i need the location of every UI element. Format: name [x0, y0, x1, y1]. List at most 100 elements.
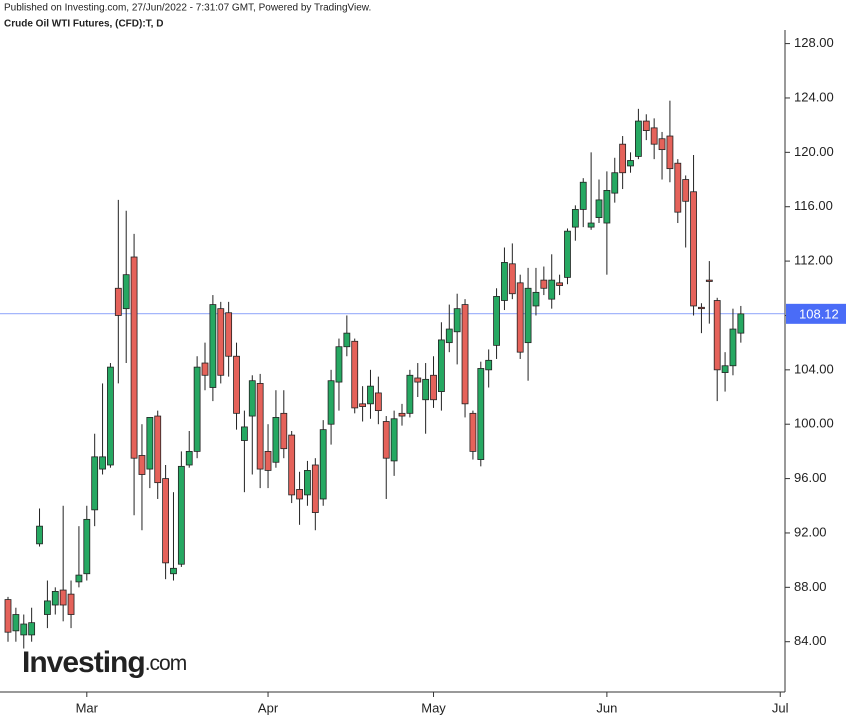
- candle-body: [288, 434, 296, 496]
- published-note: Published on Investing.com, 27/Jun/2022 …: [4, 3, 371, 14]
- candle-body: [635, 120, 642, 157]
- last-price-tag: [786, 303, 846, 324]
- candle-body: [690, 191, 697, 307]
- y-tick-label: 116.00: [794, 198, 833, 213]
- candle-body: [493, 296, 500, 346]
- candle-body: [548, 279, 556, 300]
- x-tick-label: Apr: [258, 700, 279, 715]
- candle-body: [414, 377, 422, 383]
- candle-body: [240, 426, 248, 441]
- y-tick-label: 120.00: [794, 144, 834, 159]
- x-tick-label: Jul: [772, 700, 789, 715]
- x-tick-label: May: [421, 700, 446, 715]
- candle-body: [248, 380, 256, 417]
- candle-body: [327, 380, 335, 425]
- candle-body: [359, 403, 367, 407]
- candle-body: [162, 478, 170, 564]
- candle-body: [603, 190, 611, 224]
- candle-body: [107, 366, 114, 466]
- candle-body: [721, 365, 729, 373]
- y-tick-label: 84.00: [794, 633, 827, 648]
- y-tick-label: 128.00: [794, 35, 834, 50]
- candle-body: [619, 143, 627, 174]
- candle-body: [579, 181, 587, 210]
- candle-body: [351, 340, 359, 409]
- candle-body: [280, 412, 288, 450]
- candle-body: [209, 304, 217, 388]
- candle-body: [335, 346, 343, 383]
- candle-body: [272, 417, 280, 463]
- candle-body: [154, 415, 162, 484]
- y-tick-label: 88.00: [794, 579, 827, 594]
- candle-body: [225, 312, 233, 357]
- y-tick-label: 100.00: [794, 416, 834, 431]
- candle-body: [59, 589, 67, 606]
- y-tick-label: 92.00: [794, 524, 827, 539]
- candle-body: [44, 600, 51, 615]
- candle-body: [36, 525, 43, 545]
- candle-body: [682, 179, 690, 202]
- candle-body: [611, 172, 619, 194]
- candle-body: [4, 599, 12, 633]
- candle-body: [67, 593, 75, 615]
- y-tick-label: 96.00: [794, 470, 827, 485]
- candle-body: [705, 279, 713, 282]
- candle-body: [564, 230, 571, 278]
- candle-body: [729, 328, 737, 367]
- candle-body: [477, 368, 485, 460]
- candle-body: [532, 291, 540, 307]
- candle-body: [571, 209, 579, 228]
- candle-body: [12, 614, 20, 632]
- candle-body: [674, 162, 682, 213]
- candle-body: [390, 418, 398, 462]
- candle-body: [91, 456, 99, 511]
- candle-body: [233, 355, 240, 414]
- candle-body: [642, 120, 650, 131]
- candle-body: [587, 222, 595, 228]
- candle-body: [83, 518, 91, 575]
- candle-body: [343, 332, 351, 348]
- candle-body: [130, 256, 138, 459]
- candle-body: [658, 138, 666, 151]
- last-price-label: 108.12: [799, 306, 839, 321]
- x-tick-label: Mar: [76, 700, 99, 715]
- candle-body: [453, 308, 461, 333]
- candle-body: [666, 135, 674, 170]
- y-tick-label: 124.00: [794, 89, 834, 104]
- instrument-title: Crude Oil WTI Futures, (CFD):T, D: [4, 19, 163, 30]
- logo: Investing.com: [22, 646, 187, 679]
- candle-body: [430, 374, 437, 401]
- candle-body: [114, 287, 122, 316]
- candle-body: [627, 160, 634, 167]
- candle-body: [146, 417, 154, 470]
- candle-body: [595, 199, 603, 218]
- logo-main: Investing: [22, 646, 145, 679]
- candle-body: [445, 328, 453, 344]
- candle-body: [122, 274, 130, 310]
- candle-body: [311, 464, 319, 513]
- candle-body: [170, 567, 177, 575]
- candle-body: [319, 429, 327, 500]
- candle-body: [374, 392, 382, 412]
- candle-body: [304, 470, 311, 496]
- candle-body: [406, 374, 414, 414]
- candle-body: [138, 455, 146, 475]
- candle-body: [264, 450, 272, 471]
- candle-body: [99, 456, 106, 470]
- candle-body: [437, 339, 445, 392]
- candle-body: [177, 465, 185, 565]
- candle-body: [51, 591, 59, 606]
- candle-body: [422, 378, 430, 401]
- candle-body: [185, 450, 193, 466]
- candle-body: [367, 385, 374, 405]
- candle-body: [650, 127, 658, 145]
- candle-body: [713, 300, 721, 371]
- candle-body: [193, 366, 201, 452]
- candle-body: [256, 383, 264, 470]
- candle-body: [398, 412, 406, 417]
- candle-body: [508, 263, 516, 295]
- candle-body: [556, 282, 563, 286]
- candle-body: [698, 306, 705, 310]
